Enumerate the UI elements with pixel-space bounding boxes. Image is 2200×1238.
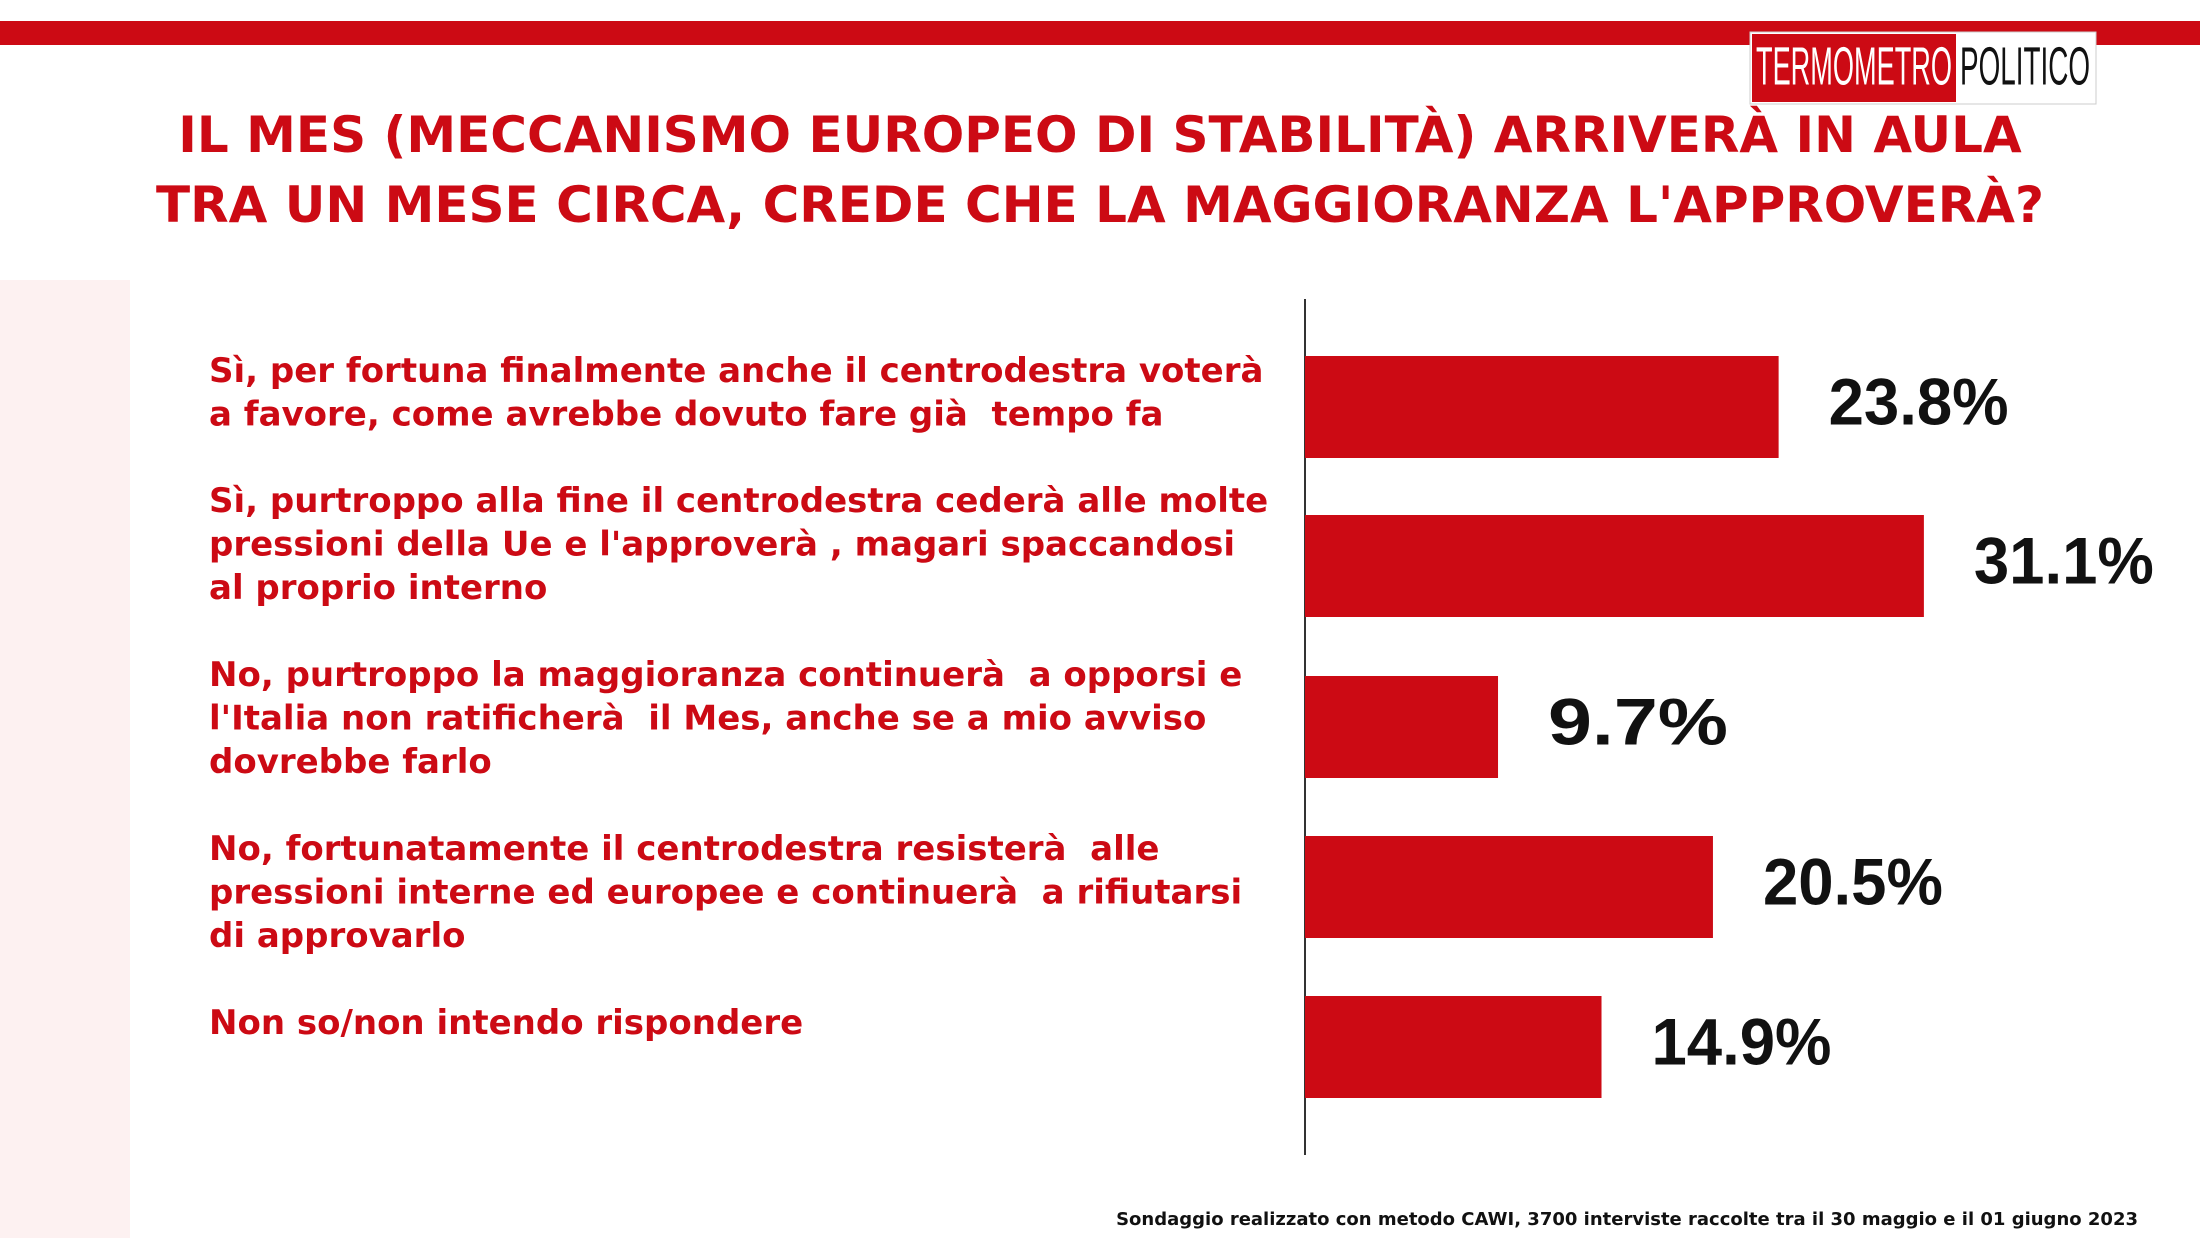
bar [1305, 676, 1499, 778]
footnote: Sondaggio realizzato con metodo CAWI, 37… [1116, 1209, 2138, 1230]
logo-right: POLITICO [1960, 36, 2090, 96]
category-label: Sì, purtroppo alla fine il centrodestra … [209, 481, 1268, 608]
bar [1305, 996, 1602, 1098]
category-label: No, fortunatamente il centrodestra resis… [209, 829, 1242, 956]
logo-red [1752, 34, 1956, 102]
value-label: 31.1% [1974, 523, 2154, 597]
category-label: No, purtroppo la maggioranza continuerà … [209, 655, 1242, 782]
value-label: 14.9% [1652, 1004, 1832, 1078]
value-label: 23.8% [1829, 364, 2009, 438]
logo-left: TERMOMETRO [1756, 36, 1952, 96]
category-label: Sì, per fortuna finalmente anche il cent… [209, 351, 1263, 435]
value-label: 9.7% [1548, 684, 1728, 758]
watermark [0, 280, 130, 1238]
bar [1305, 836, 1713, 938]
bar [1305, 515, 1924, 617]
category-label: Non so/non intendo rispondere [209, 1003, 803, 1043]
value-label: 20.5% [1763, 844, 1943, 918]
bar [1305, 356, 1779, 458]
chart-title: IL MES (MECCANISMO EUROPEO DI STABILITÀ)… [156, 105, 2044, 234]
